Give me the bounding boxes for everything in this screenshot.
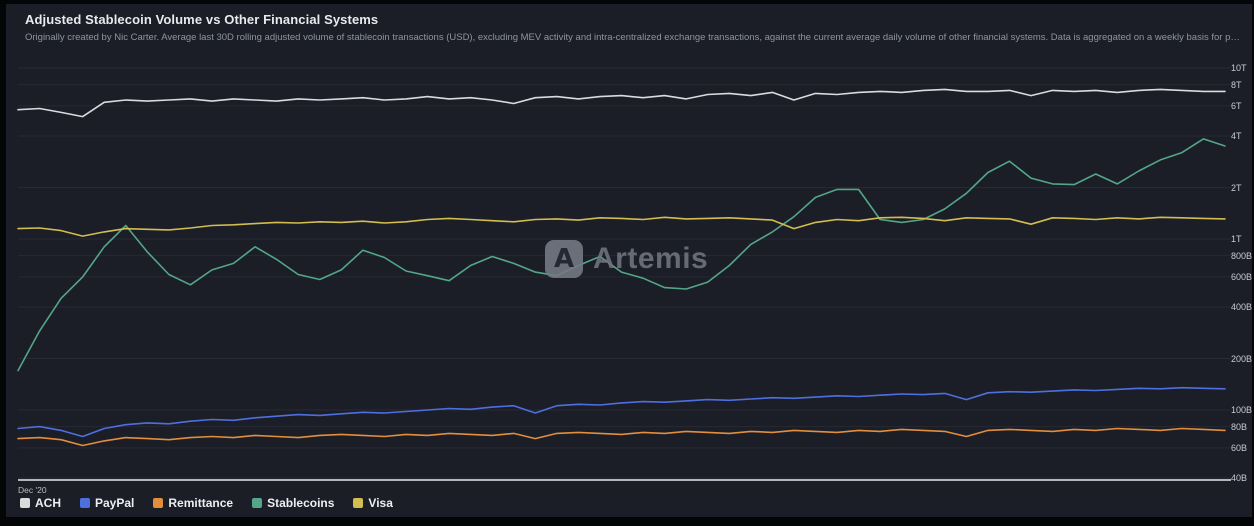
legend-label: Stablecoins [267,496,335,510]
y-axis-tick-label: 40B [1231,473,1248,483]
series-line-visa[interactable] [17,216,1226,237]
legend-item-remittance[interactable]: Remittance [153,496,233,510]
legend-label: Visa [368,496,393,510]
legend-item-ach[interactable]: ACH [20,496,61,510]
legend-swatch-visa [353,498,364,508]
legend-item-visa[interactable]: Visa [353,496,393,510]
series-line-remittance[interactable] [17,427,1226,447]
series-line-paypal[interactable] [17,386,1226,438]
legend-swatch-remittance [153,498,164,508]
y-axis-tick-label: 100B [1231,405,1253,415]
x-axis-tick-label: Dec '20 [18,485,47,495]
series-line-stablecoins[interactable] [17,138,1226,372]
legend-swatch-paypal [80,498,90,508]
y-axis-tick-label: 10T [1231,63,1247,73]
y-axis-tick-label: 6T [1231,101,1242,111]
y-axis-tick-label: 80B [1231,422,1248,432]
legend-item-stablecoins[interactable]: Stablecoins [252,496,334,510]
y-axis-tick-label: 60B [1231,443,1248,453]
y-axis-tick-label: 2T [1231,183,1242,193]
y-axis-tick-label: 4T [1231,131,1242,141]
chart-title: Adjusted Stablecoin Volume vs Other Fina… [25,12,379,27]
legend-swatch-stablecoins [252,498,263,508]
line-chart-plot-area[interactable] [6,4,1252,517]
legend-swatch-ach [20,498,30,508]
y-axis-tick-label: 200B [1231,354,1253,364]
series-line-ach[interactable] [17,88,1226,118]
chart-panel: Adjusted Stablecoin Volume vs Other Fina… [6,4,1252,517]
y-axis-tick-label: 8T [1231,80,1242,90]
y-axis-tick-label: 400B [1231,302,1253,312]
y-axis-tick-label: 800B [1231,251,1253,261]
legend-label: Remittance [168,496,234,510]
legend-label: ACH [35,496,61,510]
legend-item-paypal[interactable]: PayPal [80,496,134,510]
chart-legend: ACH PayPal Remittance Stablecoins Visa [20,496,393,510]
legend-label: PayPal [95,496,135,510]
y-axis-tick-label: 1T [1231,234,1242,244]
y-axis-tick-label: 600B [1231,272,1253,282]
